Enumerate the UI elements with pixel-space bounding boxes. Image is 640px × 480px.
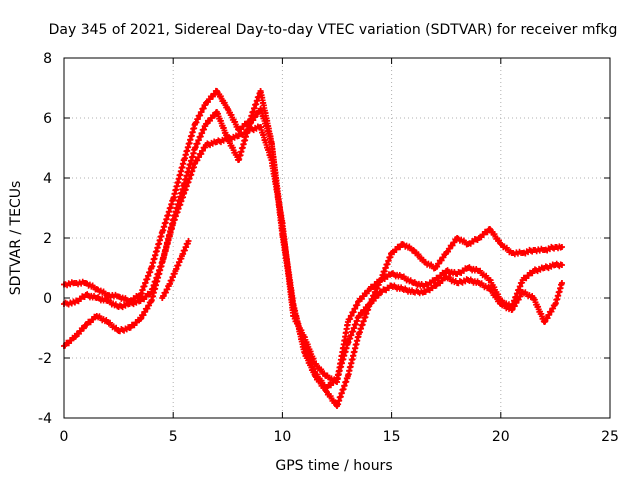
data-point-trace xyxy=(446,245,453,252)
y-tick-label: -4 xyxy=(38,411,52,427)
data-point xyxy=(558,262,565,268)
data-point-trace xyxy=(247,120,254,127)
data-point-trace xyxy=(252,114,259,121)
data-point xyxy=(185,238,192,244)
data-point xyxy=(558,244,565,250)
x-tick-label: 0 xyxy=(60,429,69,445)
x-tick-label: 10 xyxy=(273,429,291,445)
axis-ticks xyxy=(63,57,611,419)
data-point-trace xyxy=(451,239,458,246)
x-tick-label: 25 xyxy=(601,429,619,445)
grid-lines xyxy=(64,58,610,418)
y-tick-labels: -4 -2 0 2 4 6 8 xyxy=(38,51,52,427)
x-tick-label: 20 xyxy=(492,429,510,445)
data-point-trace xyxy=(250,117,257,124)
series-track-4 xyxy=(159,238,192,301)
x-tick-label: 15 xyxy=(383,429,401,445)
data-point-trace xyxy=(438,257,445,264)
y-tick-label: 8 xyxy=(43,51,52,67)
y-tick-label: 4 xyxy=(43,171,52,187)
chart-title: Day 345 of 2021, Sidereal Day-to-day VTE… xyxy=(49,22,618,38)
data-point-trace xyxy=(434,263,441,270)
y-axis-label: SDTVAR / TECUs xyxy=(8,181,24,296)
data-point-trace xyxy=(364,304,371,311)
x-tick-label: 5 xyxy=(169,429,178,445)
data-point-trace xyxy=(375,292,382,299)
y-tick-label: 2 xyxy=(43,231,52,247)
data-points xyxy=(61,87,565,409)
data-point-trace xyxy=(440,254,447,261)
data-point-trace xyxy=(449,242,456,249)
y-tick-label: 6 xyxy=(43,111,52,127)
x-axis-label: GPS time / hours xyxy=(275,458,392,474)
y-tick-label: 0 xyxy=(43,291,52,307)
data-point-trace xyxy=(435,260,442,267)
series-track-1 xyxy=(61,87,565,409)
series-track-2 xyxy=(61,123,565,385)
data-point-trace xyxy=(80,325,87,332)
data-point-trace xyxy=(445,248,452,255)
data-point xyxy=(558,280,565,286)
series-track-3 xyxy=(61,106,565,391)
x-tick-labels: 0 5 10 15 20 25 xyxy=(60,429,619,445)
y-tick-label: -2 xyxy=(38,351,52,367)
